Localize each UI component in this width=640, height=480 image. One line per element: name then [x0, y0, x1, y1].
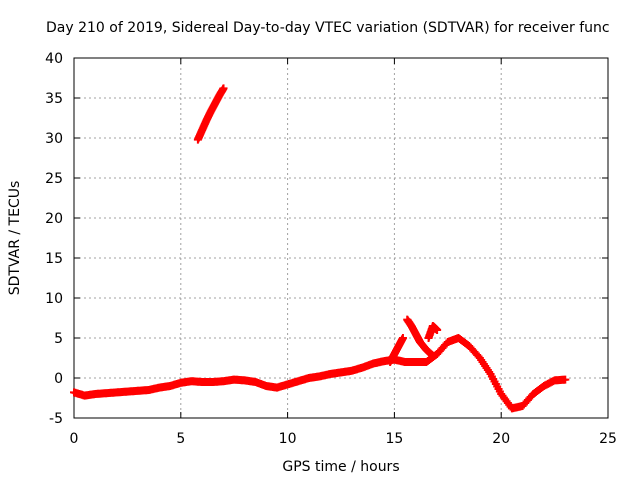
data-points: [70, 84, 570, 413]
x-tick-label: 10: [279, 431, 297, 447]
series-4: [424, 322, 442, 342]
series-0: [70, 334, 570, 413]
y-tick-label: 30: [45, 131, 63, 147]
y-tick-label: 40: [45, 51, 63, 67]
y-axis-label: SDTVAR / TECUs: [7, 181, 23, 296]
y-tick-label: 10: [45, 291, 63, 307]
x-tick-label: 15: [385, 431, 403, 447]
series-1: [193, 84, 228, 144]
axis-ticks: 0 5 10 15 20 25 -5 0 5 10 15 20 25 30 35 40: [45, 51, 617, 447]
data-point: [433, 326, 442, 334]
y-tick-label: 35: [45, 91, 63, 107]
y-tick-label: 25: [45, 171, 63, 187]
data-point: [219, 84, 228, 93]
x-tick-label: 0: [70, 431, 79, 447]
y-tick-label: 5: [54, 331, 63, 347]
y-tick-label: -5: [49, 411, 63, 427]
y-tick-label: 15: [45, 251, 63, 267]
plot-frame: [73, 57, 609, 419]
x-tick-label: 20: [492, 431, 510, 447]
x-axis-label: GPS time / hours: [282, 459, 399, 475]
x-tick-label: 25: [599, 431, 617, 447]
series-3: [403, 315, 437, 360]
x-tick-label: 5: [176, 431, 185, 447]
series-2: [386, 334, 407, 366]
grid: [74, 58, 608, 418]
y-tick-label: 20: [45, 211, 63, 227]
chart-title: Day 210 of 2019, Sidereal Day-to-day VTE…: [46, 20, 610, 36]
data-point: [561, 375, 570, 384]
data-point: [398, 334, 407, 342]
y-tick-label: 0: [54, 371, 63, 387]
data-point: [428, 351, 437, 360]
